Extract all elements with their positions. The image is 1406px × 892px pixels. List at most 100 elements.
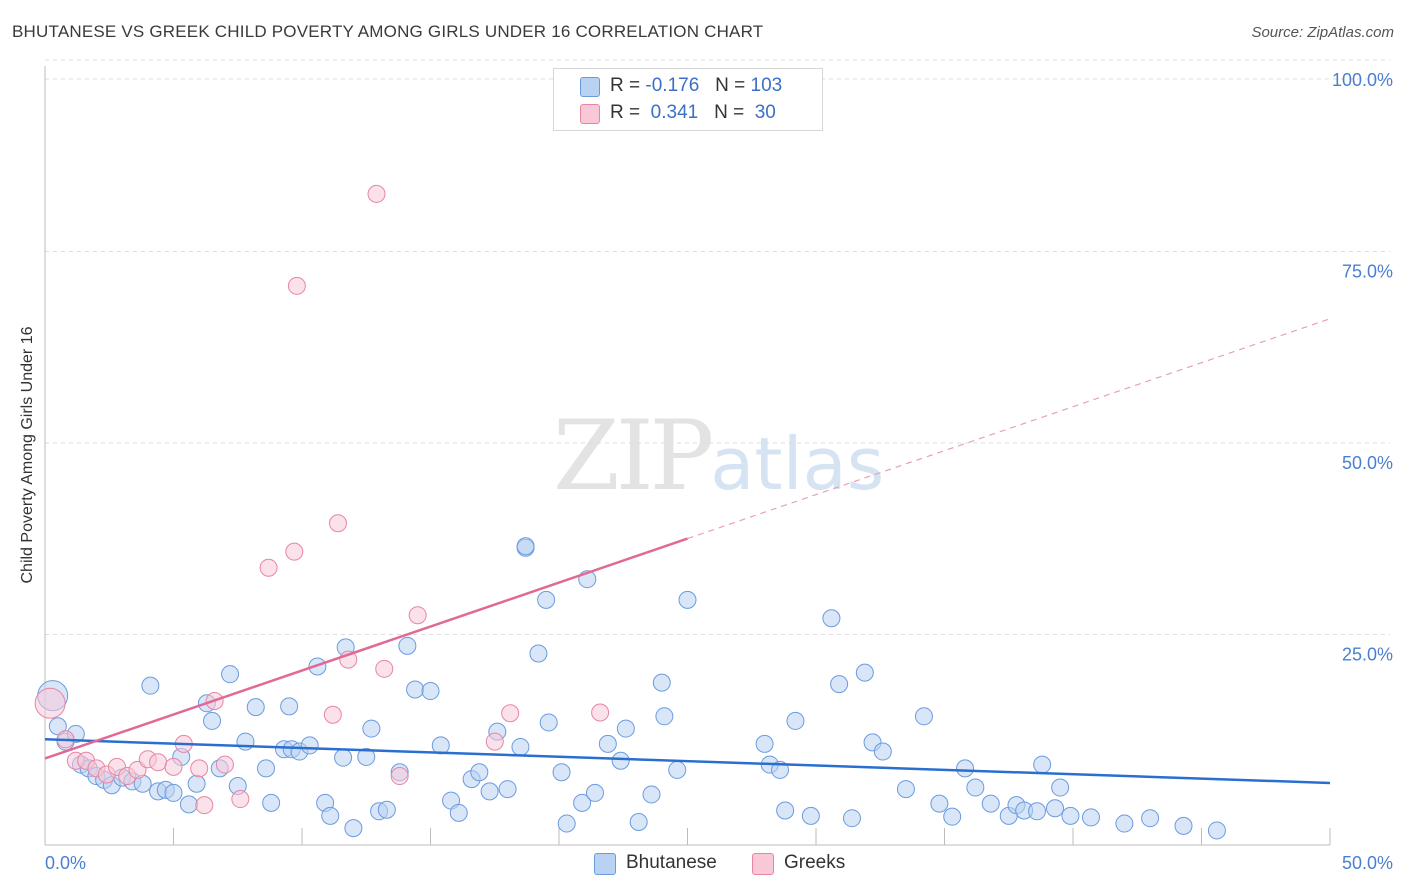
y-tick-label: 50.0% [1342,453,1393,473]
bhutanese-point [362,719,381,738]
bhutanese-point [280,697,299,716]
bhutanese-point [655,707,674,726]
legend-r-value: -0.176 [645,75,700,96]
source-credit: Source: ZipAtlas.com [1251,24,1394,41]
legend-swatch-greeks [580,104,600,124]
greeks-point [591,703,610,722]
bhutanese-point [629,813,648,832]
y-tick-label: 100.0% [1332,70,1393,90]
bhutanese-point [1115,814,1134,833]
greeks-point [328,514,347,533]
bhutanese-point [537,590,556,609]
y-tick-label: 25.0% [1342,645,1393,665]
greeks-point [164,757,183,776]
watermark: ZIPatlas [553,400,884,512]
bhutanese-point [321,806,340,825]
legend-n-value: 30 [749,102,776,123]
greeks-point [215,755,234,774]
bhutanese-point [1174,816,1193,835]
legend-swatch-bhutanese [580,77,600,97]
legend-label-bhutanese: Bhutanese [626,852,717,873]
bhutanese-point [300,736,319,755]
greeks-point [287,276,306,295]
greeks-point [285,542,304,561]
bhutanese-point [652,673,671,692]
bhutanese-point [257,759,276,778]
bhutanese-point [573,793,592,812]
bhutanese-point [344,819,363,838]
bhutanese-point [516,537,535,556]
greeks-trend-line [44,537,688,760]
bhutanese-point [755,734,774,753]
bhutanese-point [668,760,687,779]
legend-swatch-greeks [752,853,774,875]
legend-n-value: 103 [750,75,783,96]
watermark-atlas: atlas [710,422,885,506]
bhutanese-point [1081,808,1100,827]
greeks-point [231,790,250,809]
bhutanese-point [585,783,604,802]
legend-n-label: N = [715,75,746,96]
greeks-point [375,659,394,678]
bhutanese-point [896,780,915,799]
bhutanese-point [552,763,571,782]
series-legend: Bhutanese Greeks [0,852,1406,878]
bhutanese-point [1051,778,1070,797]
greeks-point [501,704,520,723]
bhutanese-point [598,734,617,753]
bhutanese-point [164,783,183,802]
bhutanese-point [1061,806,1080,825]
greeks-point [149,753,168,772]
bhutanese-point [1141,809,1160,828]
bhutanese-point [966,778,985,797]
bhutanese-point [943,807,962,826]
bhutanese-point [776,801,795,820]
greeks-point [259,558,278,577]
greeks-point [34,687,66,719]
bhutanese-point [611,751,630,770]
legend-r-label: R = [610,75,641,96]
chart-title: BHUTANESE VS GREEK CHILD POVERTY AMONG G… [12,22,764,41]
bhutanese-point [203,711,222,730]
stats-legend: R = -0.176 N = 103 R = 0.341 N = 30 [553,68,823,131]
greeks-point [390,767,409,786]
bhutanese-point [498,780,517,799]
bhutanese-point [830,675,849,694]
legend-label-greeks: Greeks [784,852,846,873]
greeks-point [408,606,427,625]
greeks-point [190,759,209,778]
legend-swatch-bhutanese [594,853,616,875]
bhutanese-point [470,763,489,782]
bhutanese-point [187,774,206,793]
bhutanese-point [529,644,548,663]
y-tick-label: 75.0% [1342,262,1393,282]
bhutanese-point [1046,799,1065,818]
legend-n-label: N = [714,102,745,123]
bhutanese-point [334,748,353,767]
bhutanese-point [406,680,425,699]
bhutanese-point [377,800,396,819]
bhutanese-point [1033,755,1052,774]
bhutanese-point [221,665,240,684]
greeks-point [367,184,386,203]
bhutanese-point [616,719,635,738]
legend-r-value: 0.341 [645,102,699,123]
x-tick-label: 50.0% [1342,853,1393,873]
x-tick-label: 0.0% [45,853,86,873]
bhutanese-point [1028,802,1047,821]
bhutanese-point [511,737,530,756]
bhutanese-point [855,663,874,682]
bhutanese-point [179,795,198,814]
bhutanese-point [801,806,820,825]
bhutanese-point [771,760,790,779]
greeks-point [195,796,214,815]
watermark-zip: ZIP [553,400,714,512]
bhutanese-point [421,682,440,701]
bhutanese-point [1207,821,1226,840]
bhutanese-point [842,809,861,828]
legend-r-label: R = [610,102,641,123]
bhutanese-point [480,782,499,801]
greeks-point [323,705,342,724]
bhutanese-point [873,742,892,761]
